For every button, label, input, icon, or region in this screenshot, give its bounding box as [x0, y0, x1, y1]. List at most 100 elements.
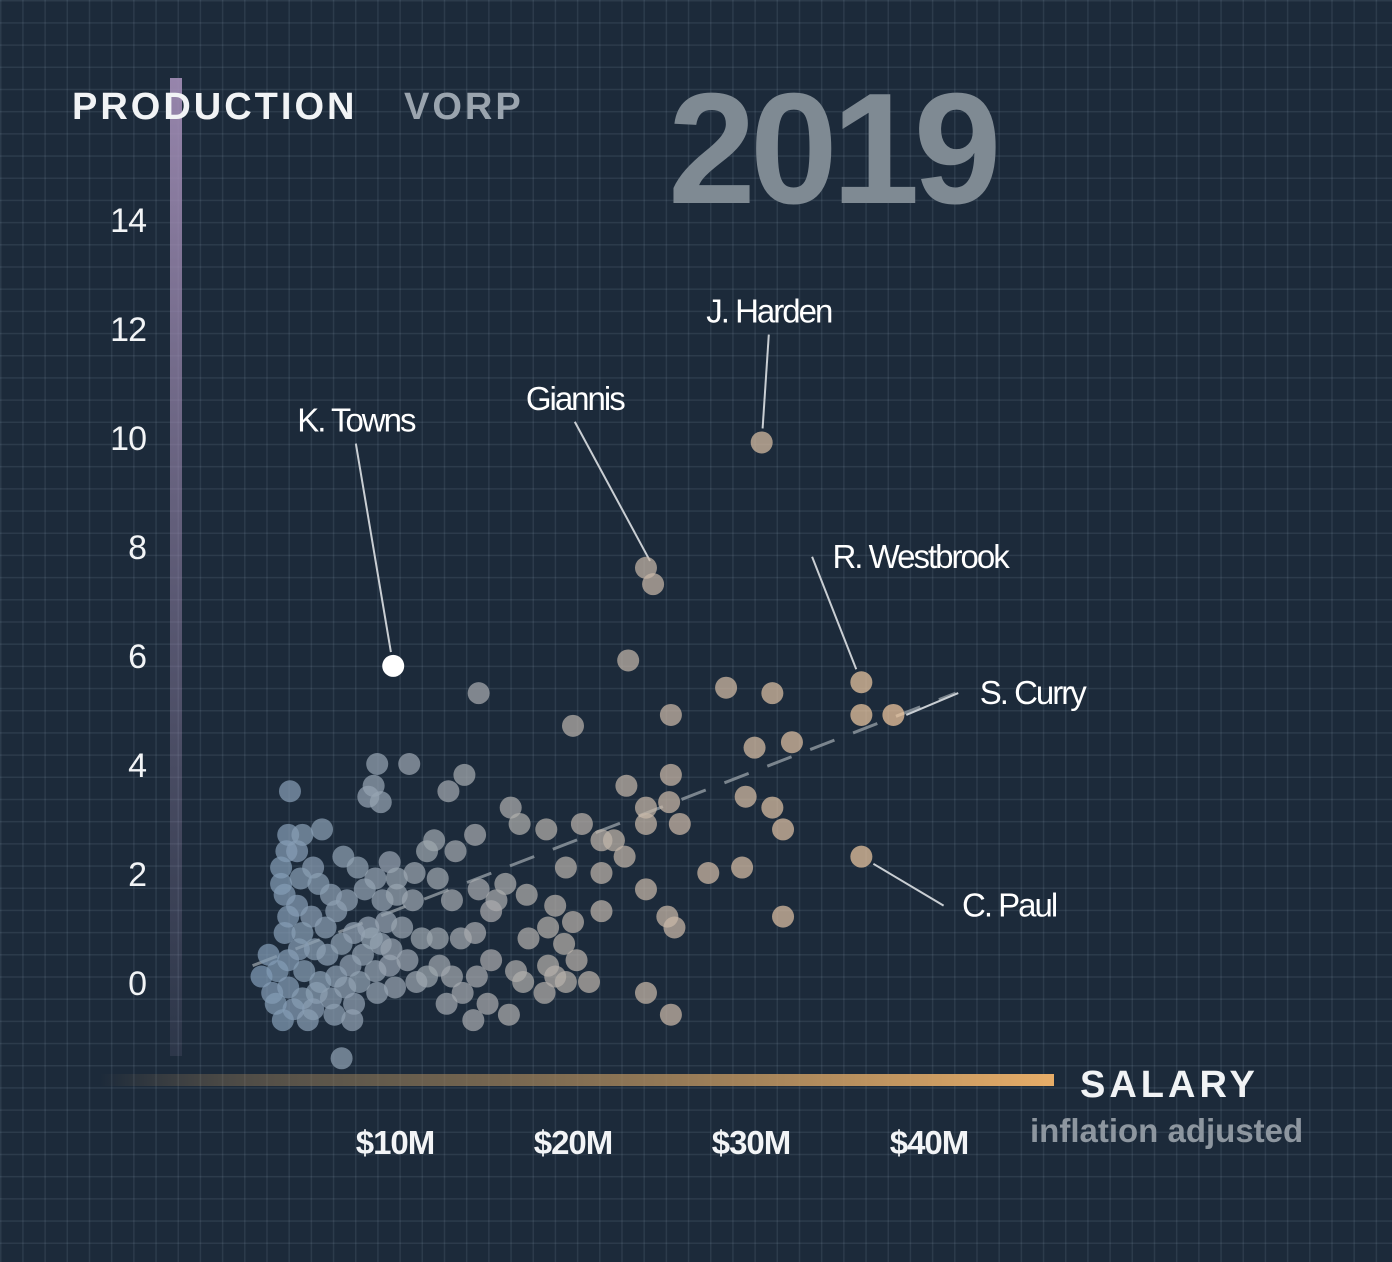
highlighted-point	[382, 654, 405, 677]
data-point	[772, 818, 795, 841]
data-point	[346, 856, 369, 879]
data-point	[731, 856, 754, 879]
data-point	[634, 812, 657, 835]
data-point	[512, 971, 535, 993]
data-point	[499, 796, 522, 819]
data-point	[440, 889, 463, 912]
data-point	[311, 818, 334, 841]
data-point	[462, 1009, 485, 1032]
annotation-leader-line	[811, 556, 858, 670]
annotation-leader-line	[354, 443, 392, 653]
data-point	[378, 954, 401, 977]
data-point	[565, 949, 588, 972]
data-point	[850, 845, 873, 868]
data-point	[715, 676, 738, 699]
data-point	[494, 872, 517, 895]
data-point	[465, 965, 488, 988]
data-point	[476, 992, 499, 1015]
data-point	[416, 840, 439, 863]
data-point	[743, 736, 766, 759]
data-point	[850, 703, 873, 726]
data-point	[385, 867, 408, 890]
data-point	[615, 774, 638, 797]
data-point	[277, 905, 300, 928]
x-tick-label: $10M	[356, 1124, 435, 1161]
data-point	[508, 812, 531, 835]
data-point	[761, 682, 784, 705]
data-point	[590, 900, 613, 923]
y-tick-label: 14	[110, 202, 146, 240]
data-point	[659, 763, 682, 786]
data-point	[533, 981, 556, 1004]
data-point	[480, 949, 503, 972]
data-point	[257, 943, 280, 966]
y-axis-subtitle: VORP	[404, 86, 524, 128]
data-point	[391, 916, 414, 939]
y-tick-label: 2	[128, 856, 146, 894]
data-point	[296, 1009, 319, 1032]
data-point	[590, 862, 613, 884]
data-point	[348, 971, 371, 993]
x-tick-label: $30M	[712, 1124, 791, 1161]
annotation-label: S. Curry	[980, 674, 1088, 711]
data-point	[451, 981, 474, 1004]
data-point	[464, 823, 487, 846]
data-point	[554, 856, 577, 879]
data-point	[535, 818, 558, 841]
data-point	[734, 785, 757, 808]
y-tick-label: 10	[110, 420, 146, 458]
data-point	[437, 780, 460, 803]
y-tick-label: 12	[110, 311, 146, 349]
data-point	[544, 894, 567, 917]
x-tick-label: $40M	[890, 1124, 969, 1161]
data-point	[464, 921, 487, 944]
data-point	[750, 431, 773, 454]
y-tick-label: 0	[128, 965, 146, 1003]
data-point	[426, 867, 449, 890]
data-point	[570, 812, 593, 835]
y-tick-label: 6	[128, 638, 146, 676]
data-point	[761, 796, 784, 819]
data-point	[467, 682, 490, 705]
data-point	[772, 905, 795, 928]
data-point	[384, 976, 406, 999]
data-point	[286, 840, 309, 863]
data-point	[273, 921, 296, 944]
x-axis-title: SALARY	[1080, 1064, 1259, 1106]
data-point	[307, 872, 330, 895]
data-point	[659, 1003, 682, 1026]
data-point	[659, 703, 682, 726]
annotation-leader-line	[573, 421, 651, 562]
data-point	[663, 916, 686, 939]
data-point	[850, 671, 873, 694]
data-point	[480, 900, 503, 923]
data-point	[270, 856, 293, 879]
data-point	[396, 949, 419, 972]
data-point	[278, 780, 301, 803]
data-point	[410, 927, 433, 950]
x-axis-subtitle: inflation adjusted	[1030, 1112, 1304, 1149]
data-point	[369, 791, 392, 814]
y-tick-label: 8	[128, 529, 146, 567]
data-point	[882, 703, 905, 726]
data-point	[497, 1003, 520, 1026]
data-point	[405, 971, 428, 993]
data-point	[537, 916, 560, 939]
data-point	[613, 845, 636, 868]
data-point	[517, 927, 540, 950]
annotation-leader-line	[905, 692, 959, 716]
data-point	[697, 862, 720, 884]
data-point	[289, 867, 312, 890]
data-point	[634, 981, 657, 1004]
data-point	[578, 971, 601, 993]
annotation-label: R. Westbrook	[832, 538, 1010, 575]
data-point	[343, 992, 366, 1015]
data-point	[617, 649, 640, 672]
data-point	[271, 1009, 294, 1032]
annotation-label: C. Paul	[962, 887, 1057, 924]
chart-title-year: 2019	[668, 61, 1001, 237]
data-point	[291, 921, 314, 944]
annotation-label: J. Harden	[706, 293, 832, 330]
data-point	[562, 714, 584, 737]
x-tick-label: $20M	[534, 1124, 613, 1161]
